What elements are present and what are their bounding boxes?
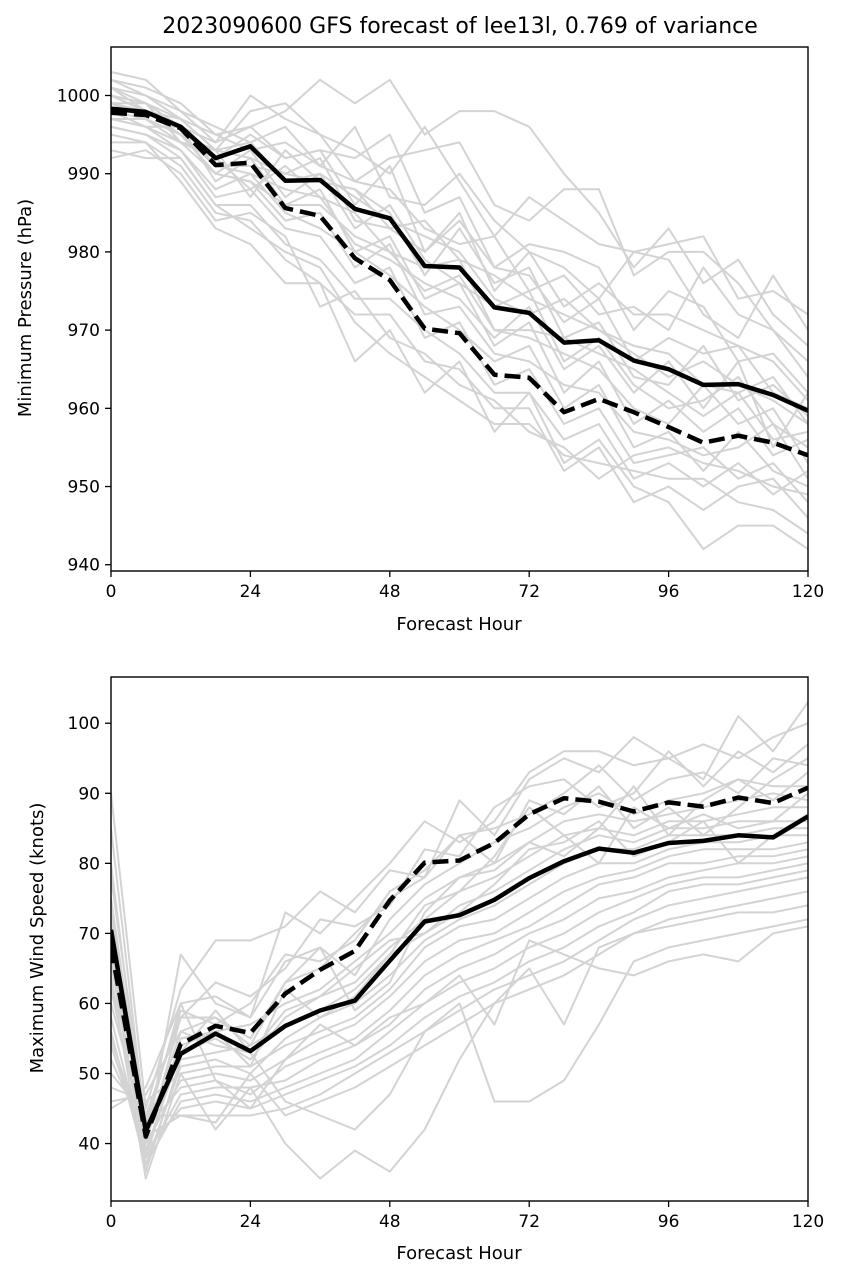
wind-ensemble-member-line <box>111 834 808 1180</box>
wind-y-tick-label: 60 <box>78 994 100 1014</box>
pressure-ensemble-member-line <box>111 86 808 425</box>
wind-ensemble-member-line <box>111 778 808 1138</box>
wind-plot-area <box>111 701 808 1180</box>
wind-x-tick-label: 24 <box>240 1212 262 1232</box>
wind-dashed-line <box>111 785 808 1139</box>
pressure-ensemble-member-line <box>111 133 808 519</box>
pressure-x-tick-label: 72 <box>518 582 540 602</box>
wind-y-tick-label: 100 <box>68 714 100 734</box>
wind-ensemble-member-line <box>111 827 808 1166</box>
pressure-y-tick-label: 970 <box>68 321 100 341</box>
wind-y-tick-label: 40 <box>78 1135 100 1155</box>
pressure-ensemble-member-line <box>111 125 808 503</box>
wind-ensemble-member-line <box>111 792 808 1159</box>
pressure-x-tick-label: 24 <box>240 582 262 602</box>
pressure-y-tick-label: 940 <box>68 556 100 576</box>
wind-x-axis-label: Forecast Hour <box>396 1243 522 1264</box>
wind-ensemble-member-line <box>111 757 808 1117</box>
pressure-ensemble-member-line <box>111 149 808 496</box>
wind-ensemble-member-line <box>111 848 808 1131</box>
pressure-ensemble-member-line <box>111 149 808 535</box>
wind-y-tick-label: 50 <box>78 1065 100 1085</box>
pressure-x-tick-label: 0 <box>106 582 117 602</box>
pressure-ensemble-member-line <box>111 110 808 417</box>
wind-ensemble-member-line <box>111 771 808 1145</box>
pressure-y-tick-label: 950 <box>68 478 100 498</box>
wind-ensemble-member-line <box>111 862 808 1166</box>
pressure-ensemble-member-line <box>111 102 808 425</box>
figure-title: 2023090600 GFS forecast of lee13l, 0.769… <box>162 14 758 39</box>
pressure-ensemble-member-line <box>111 71 808 363</box>
pressure-ensemble-member-line <box>111 141 808 551</box>
wind-ensemble-member-line <box>111 743 808 1145</box>
pressure-ensemble-member-line <box>111 102 808 441</box>
pressure-axes-frame <box>110 46 809 572</box>
pressure-y-tick-label: 1000 <box>57 86 100 106</box>
wind-ensemble-member-line <box>111 841 808 1145</box>
pressure-ensemble-member-line <box>111 94 808 410</box>
wind-ensemble-member-line <box>111 925 808 1110</box>
pressure-dashed-line <box>111 110 808 458</box>
wind-ensemble-member-line <box>111 855 808 1159</box>
wind-y-tick-label: 80 <box>78 854 100 874</box>
wind-x-tick-label: 0 <box>106 1212 117 1232</box>
pressure-ensemble-member-line <box>111 94 808 378</box>
pressure-solid-line <box>111 106 808 413</box>
pressure-x-axis-label: Forecast Hour <box>396 614 522 635</box>
wind-x-tick-label: 96 <box>658 1212 680 1232</box>
wind-x-tick-label: 72 <box>518 1212 540 1232</box>
pressure-y-axis-label: Minimum Pressure (hPa) <box>15 199 36 417</box>
wind-axes-frame <box>110 676 809 1202</box>
wind-ensemble-member-line <box>111 813 808 1124</box>
pressure-x-tick-label: 120 <box>792 582 824 602</box>
pressure-ensemble-member-line <box>111 86 808 394</box>
wind-x-tick-label: 120 <box>792 1212 824 1232</box>
pressure-ensemble-member-line <box>111 110 808 457</box>
pressure-ensemble-member-line <box>111 118 808 449</box>
wind-solid-line <box>111 814 808 1134</box>
pressure-plot-area <box>111 71 808 551</box>
pressure-x-tick-label: 96 <box>658 582 680 602</box>
pressure-y-tick-label: 990 <box>68 165 100 185</box>
wind-y-tick-label: 70 <box>78 924 100 944</box>
pressure-y-tick-label: 980 <box>68 243 100 263</box>
wind-ensemble-member-line <box>111 869 808 1152</box>
pressure-x-tick-label: 48 <box>379 582 401 602</box>
wind-ensemble-member-line <box>111 722 808 1131</box>
wind-ensemble-member-line <box>111 904 808 1180</box>
wind-ensemble-member-line <box>111 918 808 1131</box>
wind-y-tick-label: 90 <box>78 784 100 804</box>
wind-ensemble-member-line <box>111 890 808 1124</box>
pressure-ensemble-member-line <box>111 86 808 339</box>
wind-x-tick-label: 48 <box>379 1212 401 1232</box>
pressure-y-tick-label: 960 <box>68 399 100 419</box>
wind-y-axis-label: Maximum Wind Speed (knots) <box>27 803 48 1074</box>
pressure-panel: Minimum Pressure (hPa) Forecast Hour 0 24… <box>15 46 824 635</box>
wind-panel: Maximum Wind Speed (knots) Forecast Hour… <box>27 676 824 1264</box>
wind-ensemble-member-line <box>111 701 808 1110</box>
